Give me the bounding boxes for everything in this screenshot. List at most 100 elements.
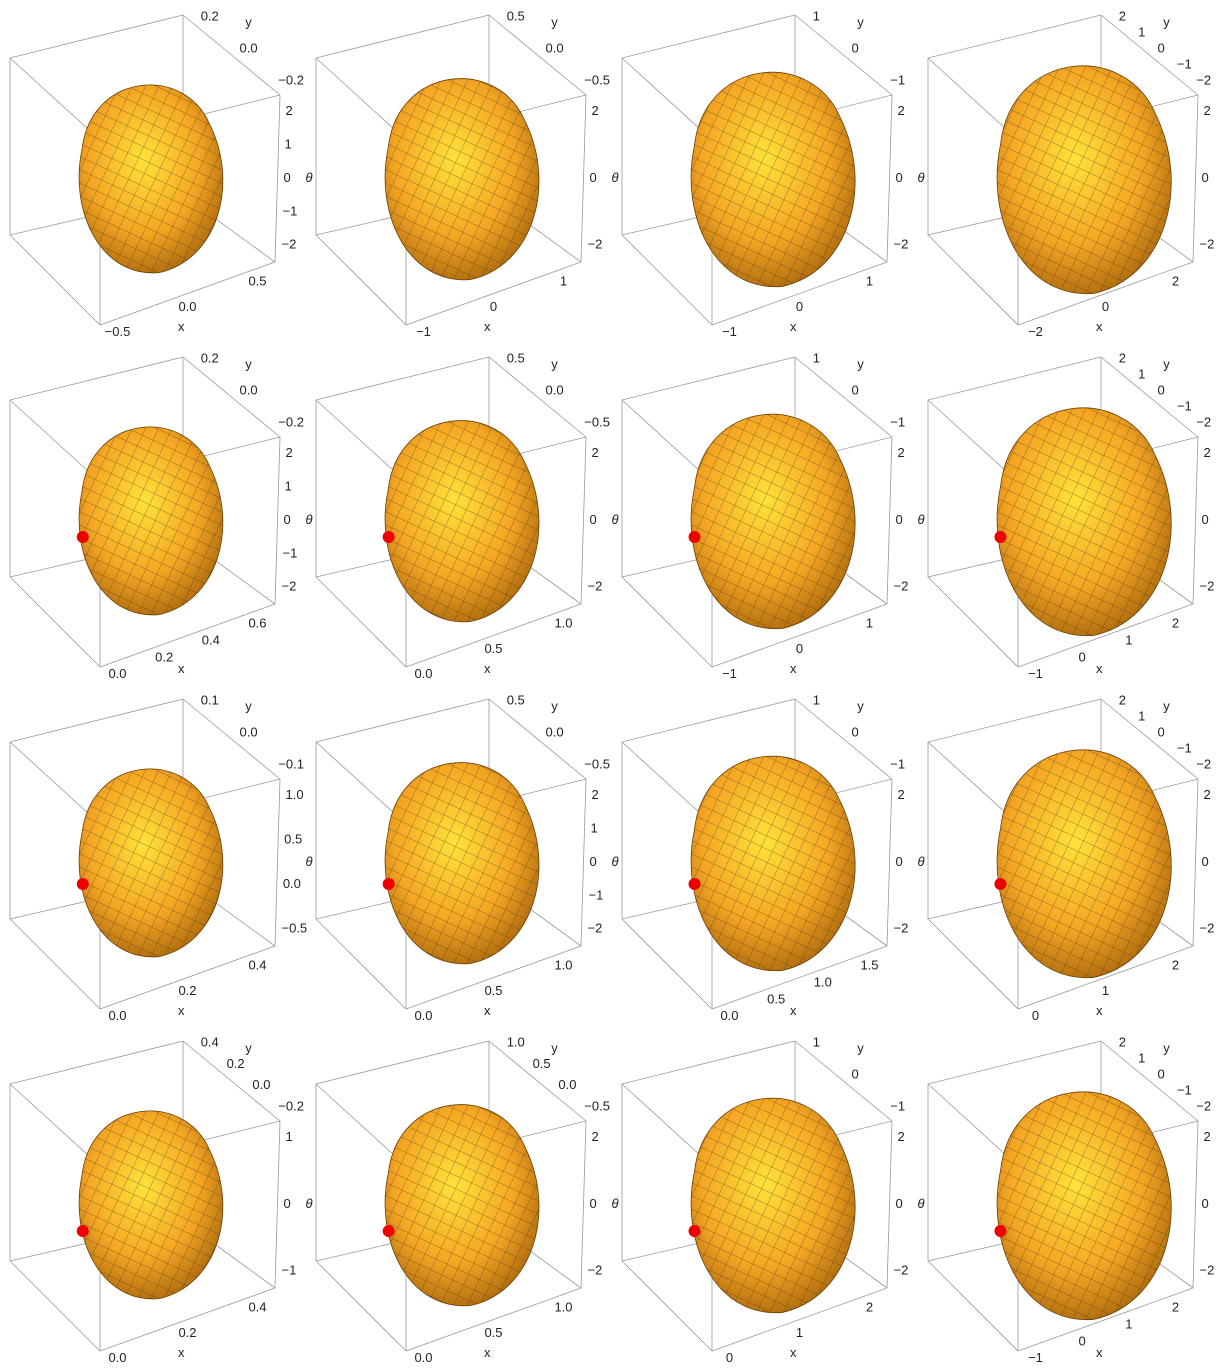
box-edge	[315, 234, 407, 326]
axis-label: y	[857, 14, 864, 29]
box-edge	[621, 918, 713, 1010]
x-ticks-label: 0.0	[414, 1008, 432, 1023]
theta-ticks-label: 0	[590, 170, 597, 185]
axis-label: θ	[918, 1196, 925, 1211]
y-ticks-label: −0.5	[584, 72, 610, 87]
x-ticks-label: 0.6	[248, 616, 266, 631]
theta-ticks-label: 1	[285, 137, 292, 152]
y-ticks-label: 0	[1158, 1066, 1165, 1081]
axis-label: x	[484, 1345, 491, 1360]
x-ticks-label: 0.4	[248, 1300, 266, 1315]
box-edge	[9, 1040, 184, 1085]
box-edge	[182, 14, 281, 96]
box-edge	[9, 1260, 101, 1352]
box-edge	[927, 399, 1019, 483]
box-edge	[621, 1260, 713, 1352]
panel: 0.1 0.0 −0.1 1.0 0.5 0.0 −0.5 0.0 0.2 0.4 y θ x	[9, 692, 313, 1023]
box-edge	[1017, 1287, 1194, 1352]
y-ticks-label: 1	[1138, 24, 1145, 39]
box-edge	[711, 261, 888, 326]
surface-mesh	[690, 755, 856, 971]
axis-label: x	[1096, 1003, 1103, 1018]
axis-label: x	[484, 1003, 491, 1018]
x-ticks-label: 1	[1125, 1317, 1132, 1332]
y-ticks-label: 0	[852, 1066, 859, 1081]
theta-ticks-label: −2	[894, 1263, 909, 1278]
surface-mesh	[690, 413, 856, 629]
x-ticks-label: 1	[796, 1325, 803, 1340]
x-ticks-label: 0.2	[155, 649, 173, 664]
theta-ticks-label: 1	[286, 1129, 293, 1144]
theta-ticks-label: 0	[284, 170, 291, 185]
marker-point	[382, 1225, 395, 1237]
axis-label: θ	[612, 512, 619, 527]
box-edge	[927, 356, 1102, 401]
box-edge	[274, 1120, 281, 1289]
box-edge	[927, 918, 1019, 1010]
x-ticks-label: −2	[1028, 324, 1043, 339]
x-ticks-label: 1	[1102, 983, 1109, 998]
axis-label: y	[245, 14, 252, 29]
axis-label: θ	[612, 854, 619, 869]
x-ticks-label: 0	[1102, 299, 1109, 314]
box-edge	[1017, 945, 1194, 1010]
box-edge	[927, 576, 1019, 668]
surface-mesh	[384, 420, 540, 623]
axis-label: y	[1163, 1040, 1170, 1055]
axis-label: x	[178, 661, 185, 676]
y-ticks-label: 0.1	[201, 692, 219, 707]
axis-label: x	[790, 1003, 797, 1018]
x-ticks-label: 0	[726, 1350, 733, 1365]
y-ticks-label: 0.2	[201, 350, 219, 365]
axis-label: x	[178, 1345, 185, 1360]
marker-point	[76, 1225, 89, 1237]
y-ticks-label: 0	[1158, 724, 1165, 739]
theta-ticks-label: −2	[588, 237, 603, 252]
box-edge	[927, 1083, 1019, 1167]
box-edge	[182, 1040, 281, 1122]
x-ticks-label: 1	[866, 616, 873, 631]
axis-label: y	[1163, 14, 1170, 29]
box-edge	[488, 356, 587, 438]
axis-label: y	[551, 698, 558, 713]
panel: 0.5 0.0 −0.5 2 0 −2 0.0 0.5 1.0 y θ x	[315, 350, 619, 681]
x-ticks-label: 0.5	[484, 641, 502, 656]
y-ticks-label: −0.2	[278, 1098, 304, 1113]
y-ticks-label: 0	[1158, 382, 1165, 397]
box-edge	[1017, 261, 1194, 326]
x-ticks-label: 2	[1172, 616, 1179, 631]
box-edge	[1100, 356, 1199, 438]
y-ticks-label: 0.5	[507, 350, 525, 365]
theta-ticks-label: −1	[589, 887, 604, 902]
surface-mesh	[996, 407, 1172, 636]
theta-ticks-label: 0	[1202, 512, 1209, 527]
box-edge	[9, 918, 101, 1010]
y-ticks-label: 1	[813, 8, 820, 23]
x-ticks-label: 0.5	[767, 991, 785, 1006]
y-ticks-label: 0.5	[507, 692, 525, 707]
surface-mesh	[996, 1091, 1172, 1320]
marker-point	[994, 1225, 1007, 1237]
y-ticks-label: −1	[890, 1098, 905, 1113]
box-edge	[488, 1040, 587, 1122]
y-ticks-label: 0.2	[227, 1056, 245, 1071]
box-edge	[794, 14, 893, 96]
box-edge	[927, 1040, 1102, 1085]
box-edge	[711, 945, 888, 1010]
axis-label: x	[1096, 319, 1103, 334]
panel: 1 0 −1 2 0 −2 0 1 2 y θ x	[621, 1034, 925, 1365]
y-ticks-label: 0.0	[546, 40, 564, 55]
panel: 1 0 −1 2 0 −2 −1 0 1 y θ x	[621, 8, 925, 339]
marker-point	[994, 531, 1007, 543]
panel: 0.5 0.0 −0.5 2 1 0 −1 −2 0.0 0.5 1.0 y θ x	[315, 692, 619, 1023]
box-edge	[315, 576, 407, 668]
y-ticks-label: −2	[1196, 1098, 1211, 1113]
theta-ticks-label: −0.5	[282, 921, 308, 936]
y-ticks-label: 0.0	[240, 40, 258, 55]
surface-mesh	[78, 426, 224, 616]
axis-label: θ	[306, 512, 313, 527]
box-edge	[315, 57, 407, 141]
box-edge	[580, 94, 587, 263]
